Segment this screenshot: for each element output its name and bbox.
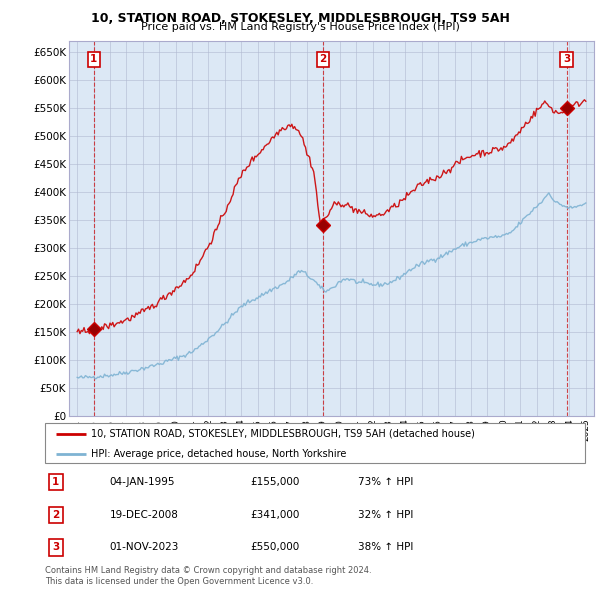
Text: 32% ↑ HPI: 32% ↑ HPI <box>358 510 413 520</box>
Text: 3: 3 <box>563 54 570 64</box>
Text: 3: 3 <box>52 542 59 552</box>
Text: 1: 1 <box>90 54 97 64</box>
Text: HPI: Average price, detached house, North Yorkshire: HPI: Average price, detached house, Nort… <box>91 450 346 460</box>
Text: 04-JAN-1995: 04-JAN-1995 <box>110 477 175 487</box>
Text: £341,000: £341,000 <box>250 510 299 520</box>
Text: 19-DEC-2008: 19-DEC-2008 <box>110 510 179 520</box>
Text: 10, STATION ROAD, STOKESLEY, MIDDLESBROUGH, TS9 5AH: 10, STATION ROAD, STOKESLEY, MIDDLESBROU… <box>91 12 509 25</box>
Text: 1: 1 <box>52 477 59 487</box>
Text: £155,000: £155,000 <box>250 477 299 487</box>
Text: Price paid vs. HM Land Registry's House Price Index (HPI): Price paid vs. HM Land Registry's House … <box>140 22 460 32</box>
Text: This data is licensed under the Open Government Licence v3.0.: This data is licensed under the Open Gov… <box>45 577 313 586</box>
Text: 73% ↑ HPI: 73% ↑ HPI <box>358 477 413 487</box>
Text: 38% ↑ HPI: 38% ↑ HPI <box>358 542 413 552</box>
Text: 2: 2 <box>52 510 59 520</box>
Text: 10, STATION ROAD, STOKESLEY, MIDDLESBROUGH, TS9 5AH (detached house): 10, STATION ROAD, STOKESLEY, MIDDLESBROU… <box>91 429 475 439</box>
Text: 01-NOV-2023: 01-NOV-2023 <box>110 542 179 552</box>
Text: 2: 2 <box>319 54 326 64</box>
FancyBboxPatch shape <box>45 423 585 463</box>
Text: £550,000: £550,000 <box>250 542 299 552</box>
Text: Contains HM Land Registry data © Crown copyright and database right 2024.: Contains HM Land Registry data © Crown c… <box>45 566 371 575</box>
